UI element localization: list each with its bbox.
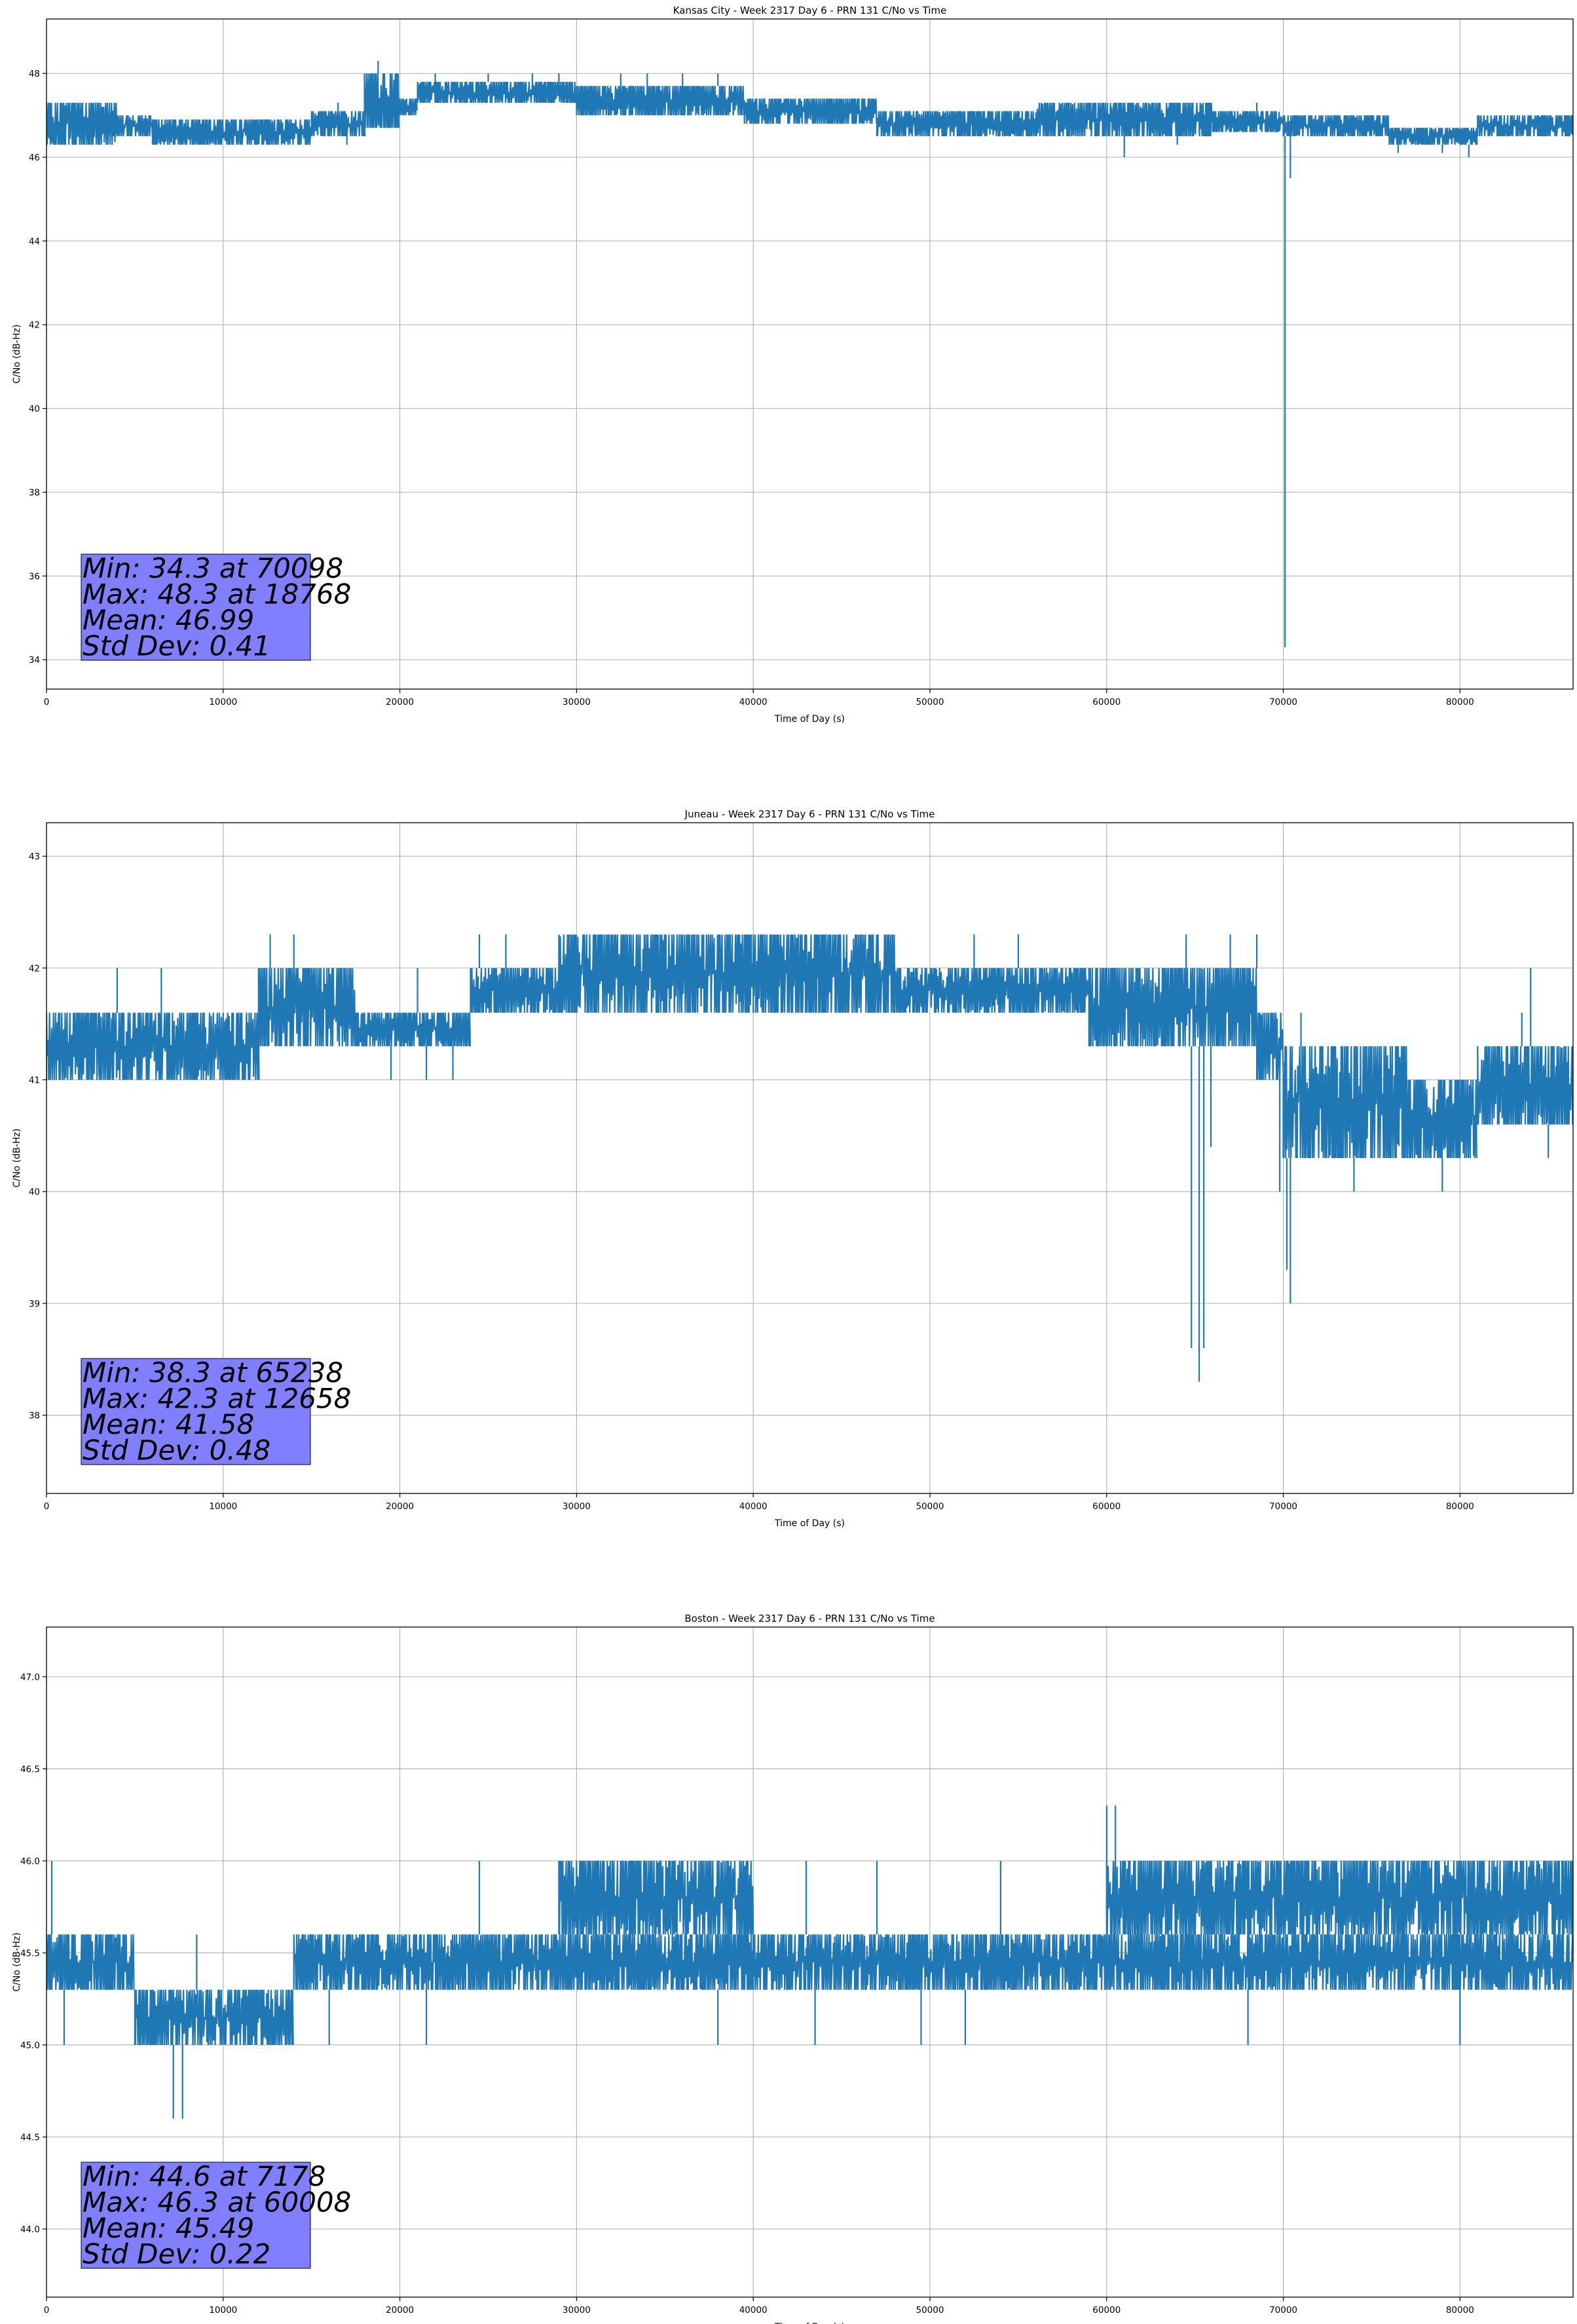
y-tick-label: 40 xyxy=(29,404,40,415)
chart-1: 0 10000 20000 30000 40000 50000 60000 70000 8000… xyxy=(12,808,1574,1529)
x-tick-label: 70000 xyxy=(1269,1501,1297,1512)
stats-box-background xyxy=(81,1358,311,1465)
x-tick-label: 30000 xyxy=(563,2305,591,2315)
stats-line: Min: 38.3 at 65238 xyxy=(83,1357,343,1389)
stats-line: Std Dev: 0.41 xyxy=(83,630,270,662)
x-tick-label: 10000 xyxy=(209,1501,237,1512)
stats-line: Mean: 45.49 xyxy=(83,2212,254,2244)
x-tick-label: 70000 xyxy=(1269,697,1297,707)
y-tick-label: 34 xyxy=(29,655,40,665)
stats-line: Max: 46.3 at 60008 xyxy=(83,2186,351,2219)
x-tick-label: 0 xyxy=(44,697,50,707)
x-axis-label: Time of Day (s) xyxy=(774,1518,845,1529)
stats-line: Max: 42.3 at 12658 xyxy=(83,1383,351,1415)
x-tick-label: 80000 xyxy=(1446,1501,1474,1512)
x-tick-label: 10000 xyxy=(209,2305,237,2315)
chart-0: 0 10000 20000 30000 40000 50000 60000 70000 8000… xyxy=(12,5,1574,724)
y-tick-label: 42 xyxy=(29,964,40,974)
x-tick-label: 60000 xyxy=(1092,1501,1121,1512)
chart-title: Juneau - Week 2317 Day 6 - PRN 131 C/No … xyxy=(684,808,935,820)
y-tick-label: 47.0 xyxy=(20,1672,40,1683)
series-line xyxy=(46,73,1573,145)
x-tick-label: 60000 xyxy=(1092,2305,1121,2315)
x-tick-label: 30000 xyxy=(563,1501,591,1512)
y-tick-label: 48 xyxy=(29,69,40,79)
x-tick-label: 20000 xyxy=(386,1501,414,1512)
y-tick-label: 46.5 xyxy=(20,1764,40,1774)
x-axis-label: Time of Day (s) xyxy=(774,714,845,724)
stats-line: Max: 48.3 at 18768 xyxy=(83,578,351,610)
y-tick-label: 41 xyxy=(29,1076,40,1086)
y-tick-label: 46.0 xyxy=(20,1856,40,1867)
y-tick-label: 40 xyxy=(29,1187,40,1197)
y-axis-label: C/No (dB-Hz) xyxy=(12,1932,22,1991)
y-axis-label: C/No (dB-Hz) xyxy=(12,1129,22,1188)
stats-line: Std Dev: 0.48 xyxy=(83,1434,270,1467)
y-axis-label: C/No (dB-Hz) xyxy=(12,324,22,383)
x-tick-label: 10000 xyxy=(209,697,237,707)
y-tick-label: 43 xyxy=(29,852,40,862)
x-tick-label: 80000 xyxy=(1446,697,1474,707)
x-tick-label: 0 xyxy=(44,2305,50,2315)
stats-line: Min: 44.6 at 7178 xyxy=(83,2160,325,2192)
x-tick-label: 70000 xyxy=(1269,2305,1297,2315)
axes-frame xyxy=(46,822,1574,1494)
chart-title: Boston - Week 2317 Day 6 - PRN 131 C/No … xyxy=(684,1613,935,1624)
stats-line: Min: 34.3 at 70098 xyxy=(83,552,343,584)
y-tick-label: 44.0 xyxy=(20,2224,40,2235)
y-tick-label: 38 xyxy=(29,1411,40,1421)
y-tick-label: 39 xyxy=(29,1299,40,1309)
y-tick-label: 46 xyxy=(29,153,40,163)
series-line xyxy=(46,934,1573,1159)
y-tick-label: 36 xyxy=(29,571,40,582)
stats-line: Mean: 41.58 xyxy=(83,1408,254,1440)
y-tick-label: 44.5 xyxy=(20,2132,40,2143)
chart-2: 0 10000 20000 30000 40000 50000 60000 70000 8000… xyxy=(12,1613,1574,2324)
x-tick-label: 40000 xyxy=(739,697,768,707)
y-tick-label: 38 xyxy=(29,487,40,498)
y-tick-label: 44 xyxy=(29,236,40,247)
series-line xyxy=(46,1860,1573,2046)
y-tick-label: 45.0 xyxy=(20,2040,40,2051)
stats-line: Mean: 46.99 xyxy=(83,604,254,636)
x-tick-label: 30000 xyxy=(563,697,591,707)
axes-frame xyxy=(46,1626,1574,2298)
x-tick-label: 60000 xyxy=(1092,697,1121,707)
x-tick-label: 50000 xyxy=(916,2305,944,2315)
x-tick-label: 0 xyxy=(44,1501,50,1512)
x-axis-label: Time of Day (s) xyxy=(774,2322,845,2324)
x-tick-label: 50000 xyxy=(916,697,944,707)
chart-title: Kansas City - Week 2317 Day 6 - PRN 131 … xyxy=(673,5,947,16)
y-tick-label: 45.5 xyxy=(20,1948,40,1959)
stats-box-background xyxy=(81,2162,311,2269)
x-tick-label: 50000 xyxy=(916,1501,944,1512)
chart-panels: 0 10000 20000 30000 40000 50000 60000 70000 8000… xyxy=(12,5,1574,2324)
x-tick-label: 20000 xyxy=(386,697,414,707)
x-tick-label: 40000 xyxy=(739,2305,768,2315)
y-tick-label: 42 xyxy=(29,320,40,331)
stats-line: Std Dev: 0.22 xyxy=(83,2238,270,2270)
axes-frame xyxy=(46,18,1574,690)
x-tick-label: 40000 xyxy=(739,1501,768,1512)
x-tick-label: 20000 xyxy=(386,2305,414,2315)
x-tick-label: 80000 xyxy=(1446,2305,1474,2315)
stats-box-background xyxy=(81,553,311,661)
